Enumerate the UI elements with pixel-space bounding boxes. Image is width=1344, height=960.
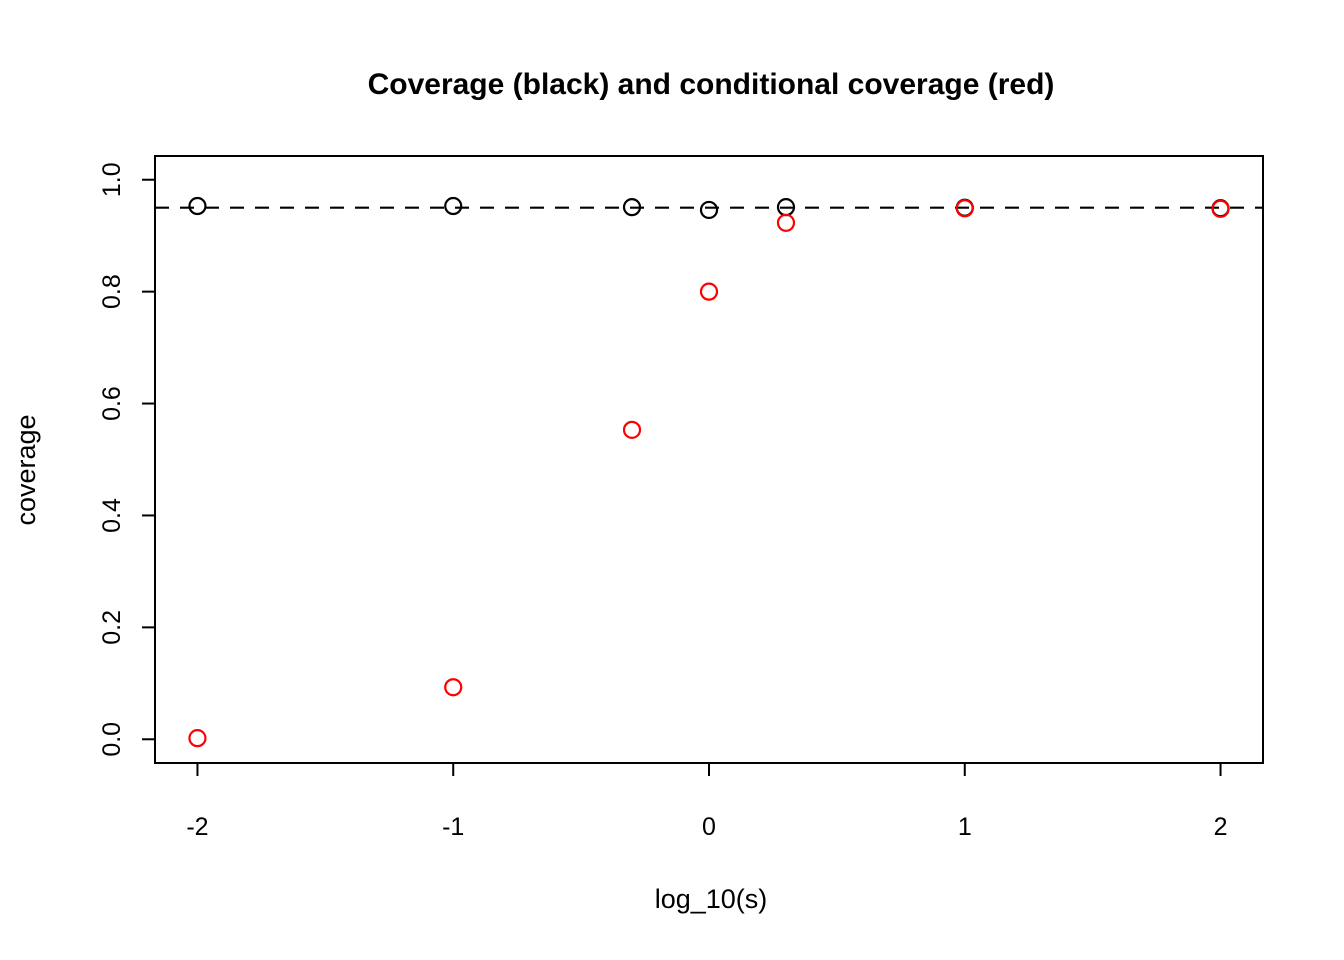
data-points-layer	[188, 196, 1230, 748]
y-axis-label: coverage	[11, 414, 41, 525]
data-point-coverage	[699, 200, 719, 220]
y-axis-tick-label: 0.0	[98, 722, 126, 757]
x-axis-tick-label: 0	[702, 813, 716, 841]
x-axis-tick-label: 1	[958, 813, 972, 841]
data-point-conditional-coverage	[1211, 199, 1230, 218]
data-point-coverage	[622, 198, 642, 217]
axes-layer: -2 -1 0 1 2 0.0 0.2 0.4 0.6 0.8 1.0	[98, 162, 1227, 841]
x-axis-tick-label: 2	[1214, 813, 1228, 841]
y-axis-tick-label: 1.0	[98, 162, 126, 197]
y-axis-tick-label: 0.6	[98, 386, 126, 421]
data-point-conditional-coverage	[444, 678, 463, 697]
plot-box	[154, 155, 1264, 764]
data-point-coverage	[444, 196, 463, 216]
y-axis-tick-label: 0.4	[98, 498, 126, 533]
data-point-conditional-coverage	[955, 199, 974, 218]
x-axis-tick-label: -2	[186, 813, 208, 841]
data-point-conditional-coverage	[188, 729, 207, 748]
x-axis-tick-label: -1	[442, 813, 464, 841]
data-point-coverage	[188, 196, 207, 216]
data-point-conditional-coverage	[622, 420, 642, 439]
y-axis-tick-label: 0.8	[98, 274, 126, 309]
chart-title: Coverage (black) and conditional coverag…	[368, 68, 1055, 101]
y-axis-tick-label: 0.2	[98, 610, 126, 645]
x-axis-label: log_10(s)	[655, 884, 768, 914]
data-point-conditional-coverage	[699, 282, 719, 301]
data-point-conditional-coverage	[776, 213, 796, 232]
